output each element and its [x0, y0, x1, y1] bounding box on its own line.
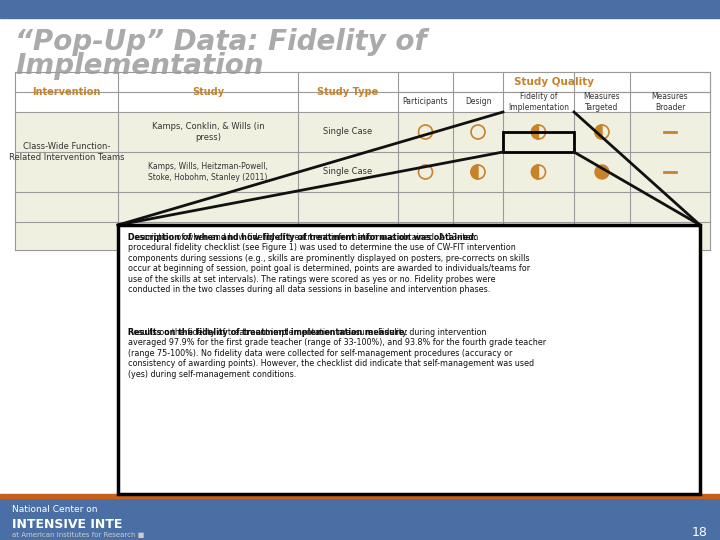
Text: Intervention: Intervention: [32, 87, 101, 97]
Bar: [0, 494, 720, 498]
Polygon shape: [531, 125, 539, 139]
Text: Measures
Targeted: Measures Targeted: [584, 92, 621, 112]
Text: Implementation: Implementation: [15, 52, 264, 80]
Circle shape: [595, 165, 609, 179]
Text: Fidelity of
Implementation: Fidelity of Implementation: [508, 92, 569, 112]
Text: Description of when and how fidelity of treatment information was obtained:: Description of when and how fidelity of …: [128, 233, 477, 242]
Text: Kamps, Wills, Heitzman-Powell,
Stoke, Hobohm, Stanley (2011): Kamps, Wills, Heitzman-Powell, Stoke, Ho…: [148, 163, 268, 181]
Bar: [503, 132, 574, 152]
Text: INTENSIVE INTE: INTENSIVE INTE: [12, 517, 122, 530]
Bar: [0, 0, 720, 18]
Polygon shape: [531, 165, 539, 179]
Text: Study Quality: Study Quality: [514, 77, 594, 87]
Text: Participants: Participants: [402, 98, 449, 106]
Bar: [0, 498, 720, 540]
Text: National Center on: National Center on: [12, 505, 97, 515]
Polygon shape: [595, 125, 602, 139]
Text: Study Type: Study Type: [318, 87, 379, 97]
Bar: [15, 72, 710, 250]
Text: Description of when and how fidelity of treatment information was obtained: A 13: Description of when and how fidelity of …: [128, 233, 530, 294]
Polygon shape: [471, 165, 478, 179]
Text: 18: 18: [692, 525, 708, 538]
Bar: [15, 72, 710, 112]
Text: Class-Wide Function-
Related Intervention Teams: Class-Wide Function- Related Interventio…: [9, 143, 125, 161]
Text: “Pop-Up” Data: Fidelity of: “Pop-Up” Data: Fidelity of: [15, 28, 427, 56]
Text: Study: Study: [192, 87, 224, 97]
Text: Results on the fidelity of treatment implementation measure: Fidelity during int: Results on the fidelity of treatment imp…: [128, 328, 546, 379]
Text: Measures
Broader: Measures Broader: [652, 92, 688, 112]
Text: Kamps, Conklin, & Wills (in
press): Kamps, Conklin, & Wills (in press): [152, 122, 264, 141]
Text: at American Institutes for Research ■: at American Institutes for Research ■: [12, 532, 145, 538]
Text: Single Case: Single Case: [323, 127, 373, 137]
Text: Single Case: Single Case: [323, 167, 373, 177]
Bar: [118, 225, 700, 494]
Text: Design: Design: [464, 98, 491, 106]
Text: Results on the fidelity of treatment implementation measure:: Results on the fidelity of treatment imp…: [128, 328, 408, 337]
